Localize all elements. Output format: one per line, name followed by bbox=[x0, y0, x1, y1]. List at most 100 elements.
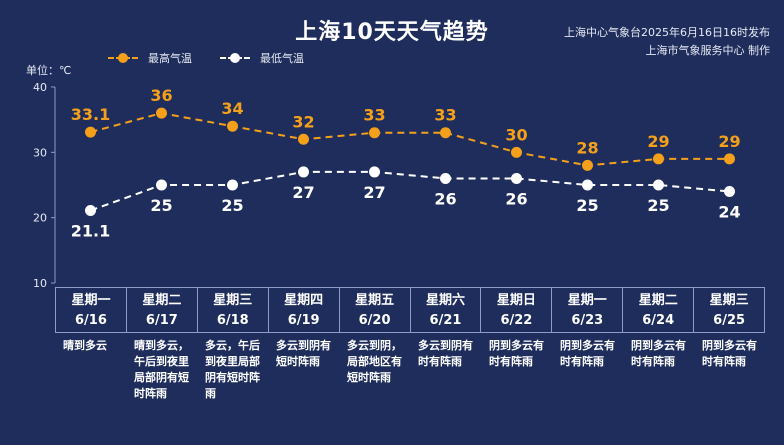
point-high bbox=[85, 126, 96, 138]
y-tick-label: 40 bbox=[33, 81, 47, 94]
data-label-low: 27 bbox=[363, 183, 385, 202]
day-date: 6/17 bbox=[145, 313, 178, 328]
point-low bbox=[724, 186, 735, 198]
point-high bbox=[440, 127, 451, 139]
day-weather-text: 多云到阴，局部地区有短时阵雨 bbox=[347, 339, 402, 384]
point-high bbox=[298, 133, 309, 145]
point-low bbox=[369, 166, 380, 178]
source-line-maker: 上海市气象服务中心 制作 bbox=[645, 44, 771, 57]
day-date: 6/21 bbox=[429, 313, 462, 328]
day-weekday: 星期四 bbox=[284, 293, 324, 308]
day-weekday: 星期二 bbox=[638, 293, 678, 308]
point-high bbox=[724, 153, 735, 165]
day-header-cell: 星期二 6/24 bbox=[623, 288, 695, 332]
data-label-low: 25 bbox=[647, 196, 669, 215]
data-label-high: 28 bbox=[576, 138, 598, 157]
data-label-low: 26 bbox=[434, 189, 456, 208]
point-high bbox=[653, 153, 664, 165]
data-label-low: 25 bbox=[221, 196, 243, 215]
day-header-cell: 星期三 6/18 bbox=[198, 288, 269, 332]
data-label-high: 33 bbox=[434, 106, 456, 125]
day-header-cell: 星期二 6/17 bbox=[127, 288, 198, 332]
legend-swatch-high bbox=[108, 52, 138, 64]
point-high bbox=[582, 159, 593, 171]
day-weekday: 星期三 bbox=[213, 293, 253, 308]
data-label-high: 29 bbox=[647, 132, 669, 151]
day-weekday: 星期一 bbox=[567, 293, 607, 308]
day-weather-text: 阴到多云有时有阵雨 bbox=[489, 339, 544, 368]
day-weather-text: 多云到阴有短时阵雨 bbox=[276, 339, 331, 368]
point-high bbox=[511, 146, 522, 158]
day-weekday: 星期二 bbox=[142, 293, 182, 308]
y-axis-unit-label: 单位：℃ bbox=[26, 64, 72, 77]
point-high bbox=[227, 120, 238, 132]
day-weather-text: 阴到多云有时有阵雨 bbox=[702, 339, 757, 368]
point-low bbox=[85, 204, 96, 216]
y-tick-label: 30 bbox=[33, 146, 47, 159]
day-date: 6/23 bbox=[571, 313, 604, 328]
data-label-low: 26 bbox=[505, 189, 527, 208]
chart-title: 上海10天天气趋势 bbox=[295, 20, 489, 45]
legend-item-low: 最低气温 bbox=[220, 50, 304, 66]
point-low bbox=[298, 166, 309, 178]
legend-swatch-low bbox=[220, 52, 250, 64]
source-line-issuer: 上海中心气象台2025年6月16日16时发布 bbox=[564, 26, 770, 39]
point-high bbox=[369, 127, 380, 139]
y-tick-label: 20 bbox=[33, 212, 47, 225]
legend-item-high: 最高气温 bbox=[108, 50, 192, 66]
data-label-high: 30 bbox=[505, 125, 527, 144]
data-label-high: 33.1 bbox=[71, 105, 110, 124]
point-low bbox=[511, 172, 522, 184]
series-line-low bbox=[90, 170, 730, 212]
data-label-low: 25 bbox=[576, 196, 598, 215]
day-header-cell: 星期五 6/20 bbox=[340, 288, 411, 332]
weather-description-row: 晴到多云 晴到多云，午后到夜里局部阴有短时阵雨 多云，午后到夜里局部阴有短时阵雨 多云… bbox=[55, 338, 765, 402]
point-high bbox=[156, 107, 167, 119]
day-date: 6/18 bbox=[216, 313, 249, 328]
day-weekday: 星期日 bbox=[496, 293, 536, 308]
point-low bbox=[156, 179, 167, 191]
point-low bbox=[227, 179, 238, 191]
data-label-low: 25 bbox=[150, 196, 172, 215]
point-low bbox=[582, 179, 593, 191]
legend-label-high: 最高气温 bbox=[148, 52, 192, 65]
legend-label-low: 最低气温 bbox=[260, 52, 304, 65]
day-weather-text: 晴到多云，午后到夜里局部阴有短时阵雨 bbox=[134, 339, 189, 400]
day-date: 6/24 bbox=[642, 313, 675, 328]
day-date: 6/19 bbox=[287, 313, 320, 328]
data-label-low: 27 bbox=[292, 183, 314, 202]
day-weekday: 星期一 bbox=[71, 293, 111, 308]
data-label-high: 29 bbox=[718, 132, 740, 151]
source-info: 上海中心气象台2025年6月16日16时发布 上海市气象服务中心 制作 bbox=[564, 24, 770, 60]
day-date: 6/25 bbox=[713, 313, 746, 328]
y-tick-label: 10 bbox=[33, 277, 47, 290]
day-weather-text: 晴到多云 bbox=[63, 339, 107, 352]
series-line-high bbox=[90, 112, 730, 167]
day-date: 6/16 bbox=[75, 313, 107, 328]
day-date: 6/22 bbox=[500, 313, 533, 328]
data-label-low: 21.1 bbox=[71, 221, 110, 240]
day-header-cell: 星期三 6/25 bbox=[694, 288, 764, 332]
day-date: 6/20 bbox=[358, 313, 391, 328]
day-header-cell: 星期日 6/22 bbox=[481, 288, 553, 332]
data-label-high: 32 bbox=[292, 112, 314, 131]
point-low bbox=[440, 172, 451, 184]
day-header-cell: 星期一 6/23 bbox=[552, 288, 624, 332]
day-weather-text: 多云到阴有时有阵雨 bbox=[418, 339, 473, 368]
day-weekday: 星期六 bbox=[425, 293, 465, 308]
data-label-high: 36 bbox=[150, 86, 172, 105]
day-weather-text: 阴到多云有时有阵雨 bbox=[560, 339, 615, 368]
day-weekday: 星期三 bbox=[709, 293, 749, 308]
day-weather-text: 多云，午后到夜里局部阴有短时阵雨 bbox=[205, 339, 260, 400]
day-header-cell: 星期四 6/19 bbox=[269, 288, 340, 332]
legend: 最高气温 最低气温 bbox=[108, 50, 332, 66]
day-header-cell: 星期六 6/21 bbox=[411, 288, 482, 332]
point-low bbox=[653, 179, 664, 191]
day-weather-text: 阴到多云有时有阵雨 bbox=[631, 339, 686, 368]
data-label-low: 24 bbox=[718, 203, 740, 222]
day-header-cell: 星期一 6/16 bbox=[56, 288, 127, 332]
data-label-high: 33 bbox=[363, 106, 385, 125]
day-weekday: 星期五 bbox=[355, 293, 395, 308]
day-header-row: 星期一 6/16 星期二 6/17 星期三 6/18 星期四 6/19 星期五 6/20 星期六 6/… bbox=[55, 287, 765, 333]
